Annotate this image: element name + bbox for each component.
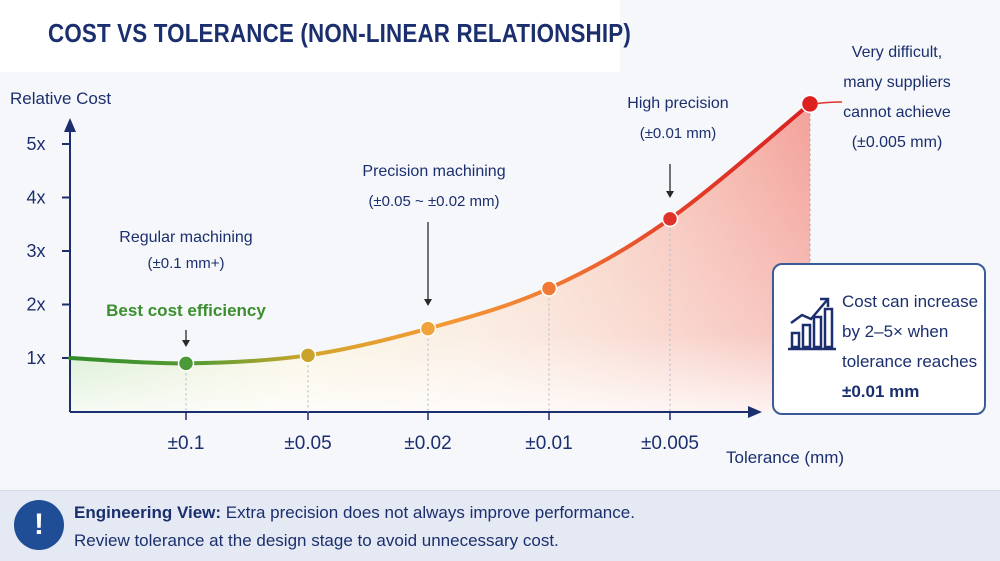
banner-line-2: Review tolerance at the design stage to …	[74, 531, 559, 550]
data-point	[540, 280, 558, 297]
callout-line: tolerance reaches	[842, 352, 978, 371]
y-tick-label: 2x	[26, 295, 45, 315]
annotation-difficult-line: cannot achieve	[843, 104, 951, 121]
banner-lead: Engineering View:	[74, 503, 222, 522]
bar-chart-trend-icon	[788, 297, 836, 351]
callout-line: Cost can increase	[842, 292, 979, 311]
annotation-difficult-line: Very difficult,	[852, 44, 942, 61]
x-tick-label: ±0.1	[168, 433, 205, 454]
x-axis-label: Tolerance (mm)	[726, 448, 844, 467]
page-title: COST VS TOLERANCE (NON-LINEAR RELATIONSH…	[48, 18, 631, 48]
y-axis-label: Relative Cost	[10, 89, 111, 108]
annotation-precision-title: Precision machining	[362, 163, 505, 180]
y-axis-arrow	[64, 118, 76, 132]
x-axis-arrow	[748, 406, 762, 418]
x-tick-label: ±0.05	[284, 433, 331, 454]
engineering-view-banner: ! Engineering View: Extra precision does…	[0, 490, 1000, 561]
annotation-leader-difficult	[815, 101, 843, 105]
y-tick-label: 4x	[26, 188, 45, 208]
data-point	[299, 347, 317, 364]
y-tick-label: 3x	[26, 241, 45, 261]
annotation-regular-title: Regular machining	[119, 229, 252, 246]
area-fade	[70, 103, 810, 412]
insight-callout: Cost can increase by 2–5× when tolerance…	[772, 263, 986, 415]
callout-text: Cost can increase by 2–5× when tolerance…	[842, 287, 982, 407]
annotation-regular-range: (±0.1 mm+)	[148, 255, 225, 272]
banner-line-1: Engineering View: Extra precision does n…	[74, 503, 635, 523]
data-point	[661, 210, 679, 228]
exclamation-icon: !	[14, 500, 64, 550]
annotation-arrow-precision-head	[424, 299, 432, 306]
x-tick-label: ±0.02	[404, 433, 451, 454]
title-panel: COST VS TOLERANCE (NON-LINEAR RELATIONSH…	[0, 0, 631, 72]
x-tick-label: ±0.01	[525, 433, 572, 454]
annotation-difficult-line: many suppliers	[843, 74, 951, 91]
annotation-arrow-high-head	[666, 191, 674, 198]
data-point-end	[800, 94, 820, 114]
data-point	[419, 320, 437, 337]
cost-tolerance-chart: 1x 2x 3x 4x 5x Relative Cost Tolerance (mm) ±0.…	[10, 44, 951, 467]
data-point	[177, 355, 195, 372]
y-tick-label: 1x	[26, 348, 45, 368]
annotation-precision-range: (±0.05 ~ ±0.02 mm)	[368, 193, 499, 210]
annotation-difficult-line: (±0.005 mm)	[852, 134, 943, 151]
annotation-best-cost: Best cost efficiency	[106, 301, 266, 320]
banner-text-1: Extra precision does not always improve …	[221, 503, 635, 522]
x-tick-label: ±0.005	[641, 433, 699, 454]
annotation-arrow-best-head	[182, 340, 190, 347]
callout-emphasis: ±0.01 mm	[842, 382, 920, 401]
annotation-high-range: (±0.01 mm)	[640, 125, 717, 142]
y-tick-label: 5x	[26, 134, 45, 154]
annotation-high-title: High precision	[627, 95, 728, 112]
callout-line: by 2–5× when	[842, 322, 949, 341]
